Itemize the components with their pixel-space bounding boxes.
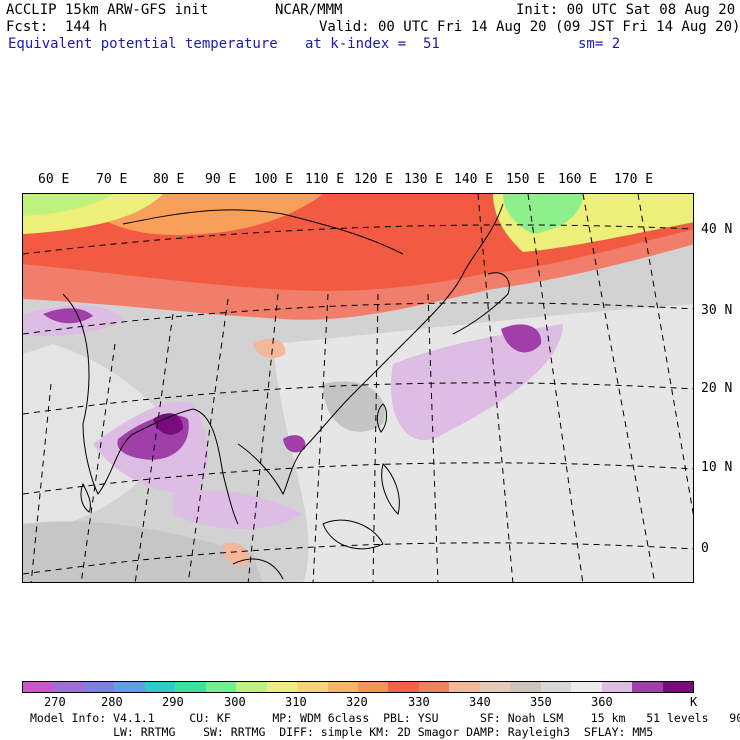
colorbar-swatch bbox=[144, 682, 176, 692]
valid-time: Valid: 00 UTC Fri 14 Aug 20 (09 JST Fri … bbox=[319, 19, 740, 35]
colorbar-swatch bbox=[114, 682, 145, 692]
colorbar-tick: 330 bbox=[408, 695, 430, 709]
lon-label: 160 E bbox=[558, 172, 598, 187]
init-time: Init: 00 UTC Sat 08 Aug 20 bbox=[516, 2, 736, 18]
latitude-graticule bbox=[23, 224, 693, 575]
colorbar-tick: 270 bbox=[44, 695, 66, 709]
lat-label: 10 N bbox=[701, 460, 733, 475]
indian-light-zone bbox=[23, 344, 173, 534]
sea-purple bbox=[283, 435, 306, 453]
lon-label: 120 E bbox=[354, 172, 394, 187]
coastlines bbox=[62, 203, 510, 580]
colorbar-tick: 310 bbox=[285, 695, 307, 709]
colorbar-tick: 360 bbox=[591, 695, 613, 709]
lon-label: 140 E bbox=[454, 172, 494, 187]
forecast-hour: Fcst: 144 h bbox=[6, 19, 108, 35]
colorbar-swatch bbox=[449, 682, 480, 692]
china-salmon bbox=[253, 338, 286, 359]
lon-label: 150 E bbox=[506, 172, 546, 187]
theta-e-field bbox=[23, 194, 693, 582]
colorbar-tick: 320 bbox=[346, 695, 368, 709]
colorbar-swatch bbox=[53, 682, 84, 692]
model-info-line1: Model Info: V4.1.1 CU: KF MP: WDM 6class… bbox=[30, 711, 740, 725]
colorbar-swatch bbox=[327, 682, 358, 692]
colorbar-swatch bbox=[175, 682, 206, 692]
colorbar-swatch bbox=[83, 682, 115, 692]
colorbar-tick: 340 bbox=[469, 695, 491, 709]
colorbar-swatch bbox=[297, 682, 328, 692]
colorbar-tick: 350 bbox=[530, 695, 552, 709]
lon-label: 60 E bbox=[38, 172, 70, 187]
lon-label: 90 E bbox=[205, 172, 237, 187]
lon-label: 80 E bbox=[153, 172, 185, 187]
lat-label: 40 N bbox=[701, 222, 733, 237]
lon-label: 110 E bbox=[305, 172, 345, 187]
lat-label: 0 bbox=[701, 541, 709, 556]
equator-lilac bbox=[173, 490, 303, 529]
china-gray-patch bbox=[323, 381, 385, 432]
organization-label: NCAR/MMM bbox=[275, 2, 343, 18]
field-name: Equivalent potential temperature bbox=[8, 36, 278, 52]
colorbar bbox=[22, 681, 694, 693]
lon-label: 70 E bbox=[96, 172, 128, 187]
pacific-purple bbox=[501, 324, 542, 353]
colorbar-swatch bbox=[632, 682, 663, 692]
colorbar-swatch bbox=[479, 682, 511, 692]
colorbar-swatch bbox=[388, 682, 419, 692]
colorbar-swatch bbox=[266, 682, 298, 692]
colorbar-tick: 290 bbox=[162, 695, 184, 709]
west-green bbox=[23, 194, 113, 216]
lat-label: 30 N bbox=[701, 303, 733, 318]
model-title: ACCLIP 15km ARW-GFS init bbox=[6, 2, 209, 18]
model-info-line2: LW: RRTMG SW: RRTMG DIFF: simple KM: 2D … bbox=[30, 725, 654, 739]
bay-deep-purple bbox=[153, 413, 183, 435]
map-panel bbox=[22, 193, 694, 583]
model-level: at k-index = 51 bbox=[305, 36, 440, 52]
india-north-purple bbox=[43, 308, 93, 324]
colorbar-swatch bbox=[510, 682, 541, 692]
colorbar-swatch bbox=[357, 682, 389, 692]
colorbar-swatch bbox=[662, 682, 693, 692]
lat-label: 20 N bbox=[701, 381, 733, 396]
east-green bbox=[503, 194, 583, 234]
colorbar-swatch bbox=[571, 682, 602, 692]
colorbar-swatch bbox=[418, 682, 450, 692]
sumatra-salmon bbox=[222, 542, 249, 566]
colorbar-swatch bbox=[205, 682, 237, 692]
colorbar-tick: 280 bbox=[101, 695, 123, 709]
colorbar-tick: 300 bbox=[224, 695, 246, 709]
colorbar-swatch bbox=[23, 682, 54, 692]
colorbar-swatch bbox=[601, 682, 633, 692]
colorbar-swatch bbox=[540, 682, 572, 692]
lon-label: 130 E bbox=[404, 172, 444, 187]
lon-label: 100 E bbox=[254, 172, 294, 187]
longitude-graticule bbox=[30, 194, 693, 582]
lon-label: 170 E bbox=[614, 172, 654, 187]
pacific-lilac bbox=[391, 324, 563, 441]
colorbar-swatch bbox=[236, 682, 267, 692]
colorbar-unit: K bbox=[690, 695, 698, 709]
smoothing-label: sm= 2 bbox=[578, 36, 621, 52]
pacific-light-zone bbox=[273, 304, 693, 582]
